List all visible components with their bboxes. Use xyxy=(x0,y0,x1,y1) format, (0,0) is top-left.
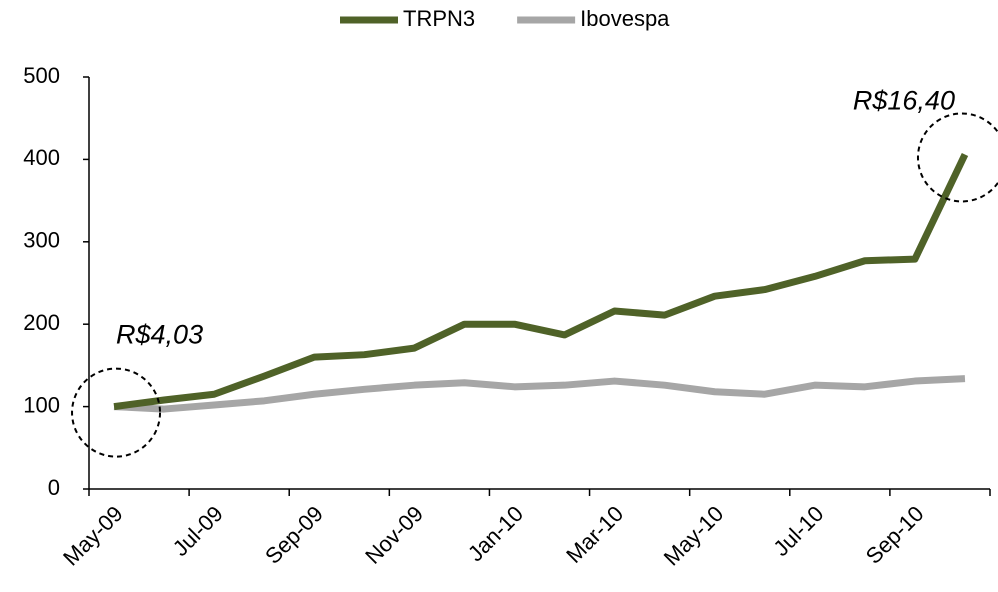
annotation: R$16,40 xyxy=(853,86,955,116)
x-tick-label: May-10 xyxy=(659,501,729,571)
x-tick-label: Sep-10 xyxy=(861,501,929,569)
series-line xyxy=(113,152,969,411)
x-tick-label: May-09 xyxy=(58,501,128,571)
y-tick-label: 300 xyxy=(23,228,60,253)
annotation: R$4,03 xyxy=(116,320,203,350)
x-tick-label: Sep-09 xyxy=(260,501,328,569)
x-tick-label: Nov-09 xyxy=(360,501,428,569)
legend-label: Ibovespa xyxy=(580,6,670,31)
x-tick-label: Jul-09 xyxy=(168,501,228,561)
highlight-circle xyxy=(71,367,162,458)
highlight-circle xyxy=(916,112,998,203)
y-tick-label: 400 xyxy=(23,145,60,170)
x-tick-label: Jan-10 xyxy=(463,501,528,566)
y-tick-label: 100 xyxy=(23,392,60,417)
y-tick-label: 200 xyxy=(23,310,60,335)
y-tick-label: 0 xyxy=(48,475,60,500)
series-line xyxy=(113,375,966,413)
legend-label: TRPN3 xyxy=(403,6,475,31)
x-tick-label: Jul-10 xyxy=(768,501,828,561)
y-tick-label: 500 xyxy=(23,63,60,88)
x-tick-label: Mar-10 xyxy=(561,501,628,568)
